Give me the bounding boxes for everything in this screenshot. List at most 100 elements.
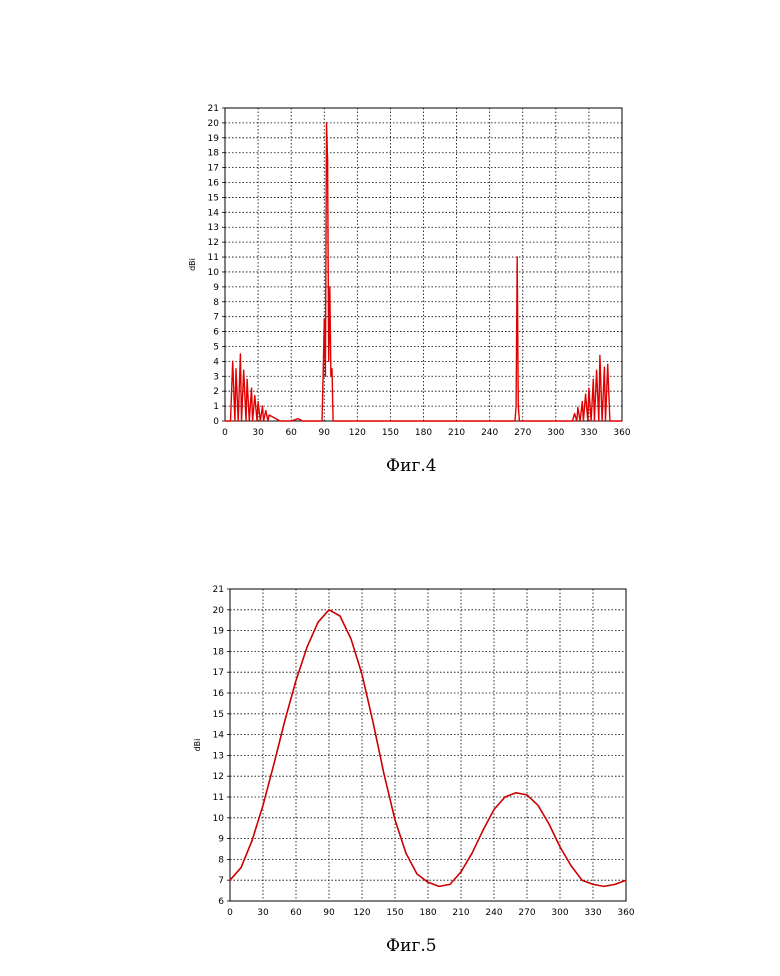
data-point: [423, 420, 424, 421]
data-point: [245, 420, 246, 421]
data-point: [581, 880, 582, 881]
data-point: [456, 420, 457, 421]
data-point: [317, 622, 318, 623]
data-point: [331, 368, 332, 369]
data-point: [291, 420, 292, 421]
data-point: [252, 420, 253, 421]
data-point: [579, 420, 580, 421]
data-point: [596, 370, 597, 371]
data-point: [241, 420, 242, 421]
data-point: [235, 368, 236, 369]
data-point: [605, 420, 606, 421]
data-point: [224, 420, 225, 421]
y-tick-label: 20: [208, 119, 220, 129]
data-point: [585, 394, 586, 395]
data-point: [594, 420, 595, 421]
data-point: [582, 401, 583, 402]
data-point: [246, 379, 247, 380]
data-point: [230, 420, 231, 421]
x-tick-label: 270: [514, 428, 531, 438]
data-point: [330, 376, 331, 377]
data-point: [249, 420, 250, 421]
y-tick-label: 6: [218, 897, 224, 907]
y-tick-label: 9: [213, 283, 219, 293]
data-point: [449, 884, 450, 885]
data-point: [238, 420, 239, 421]
y-tick-label: 18: [208, 149, 220, 159]
data-point: [504, 796, 505, 797]
data-point: [280, 420, 281, 421]
x-tick-label: 210: [452, 908, 469, 918]
data-point: [256, 420, 257, 421]
x-tick-label: 330: [580, 428, 597, 438]
y-tick-label: 7: [213, 313, 219, 323]
data-point: [599, 355, 600, 356]
data-point: [493, 809, 494, 810]
figure-4-caption: Фиг.4: [386, 456, 437, 476]
data-point: [587, 420, 588, 421]
data-point: [323, 376, 324, 377]
data-point: [577, 407, 578, 408]
y-tick-label: 3: [213, 372, 219, 382]
data-point: [555, 420, 556, 421]
data-point: [328, 609, 329, 610]
x-tick-label: 360: [617, 908, 634, 918]
chart-1: 0306090120150180210240270300330360012345…: [188, 104, 631, 438]
y-tick-label: 10: [213, 814, 225, 824]
data-point: [306, 647, 307, 648]
data-point: [489, 420, 490, 421]
data-point: [613, 420, 614, 421]
y-tick-label: 11: [208, 253, 219, 263]
data-point: [321, 420, 322, 421]
x-tick-label: 360: [613, 428, 630, 438]
data-point: [592, 884, 593, 885]
y-tick-label: 11: [213, 793, 224, 803]
data-point: [240, 353, 241, 354]
data-point: [260, 420, 261, 421]
y-tick-label: 12: [213, 772, 224, 782]
data-point: [383, 774, 384, 775]
data-point: [610, 420, 611, 421]
data-point: [616, 420, 617, 421]
data-point: [339, 615, 340, 616]
x-tick-label: 240: [485, 908, 502, 918]
data-point: [519, 420, 520, 421]
data-point: [607, 364, 608, 365]
y-tick-label: 15: [208, 193, 219, 203]
y-tick-label: 4: [213, 357, 219, 367]
data-point: [526, 794, 527, 795]
x-tick-label: 120: [353, 908, 370, 918]
x-tick-label: 210: [448, 428, 465, 438]
data-point: [427, 882, 428, 883]
y-tick-label: 17: [208, 164, 219, 174]
y-axis-label: dBi: [193, 739, 202, 752]
y-axis-label: dBi: [188, 258, 197, 271]
data-point: [602, 420, 603, 421]
data-point: [559, 846, 560, 847]
y-tick-label: 8: [213, 298, 219, 308]
data-point: [513, 420, 514, 421]
data-point: [243, 370, 244, 371]
data-point: [460, 871, 461, 872]
data-point: [405, 853, 406, 854]
data-point: [328, 361, 329, 362]
data-point: [390, 420, 391, 421]
data-point: [361, 674, 362, 675]
data-point: [516, 405, 517, 406]
data-point: [251, 388, 252, 389]
data-point: [262, 405, 263, 406]
data-point: [394, 819, 395, 820]
x-tick-label: 30: [252, 428, 264, 438]
y-tick-label: 9: [218, 835, 224, 845]
y-tick-label: 13: [208, 223, 219, 233]
y-tick-label: 0: [213, 417, 219, 427]
data-point: [614, 884, 615, 885]
data-point: [471, 853, 472, 854]
y-tick-label: 1: [213, 402, 219, 412]
y-tick-label: 17: [213, 668, 224, 678]
x-tick-label: 90: [323, 908, 335, 918]
data-point: [574, 413, 575, 414]
y-tick-label: 8: [218, 855, 224, 865]
data-point: [517, 256, 518, 257]
data-point: [615, 420, 616, 421]
